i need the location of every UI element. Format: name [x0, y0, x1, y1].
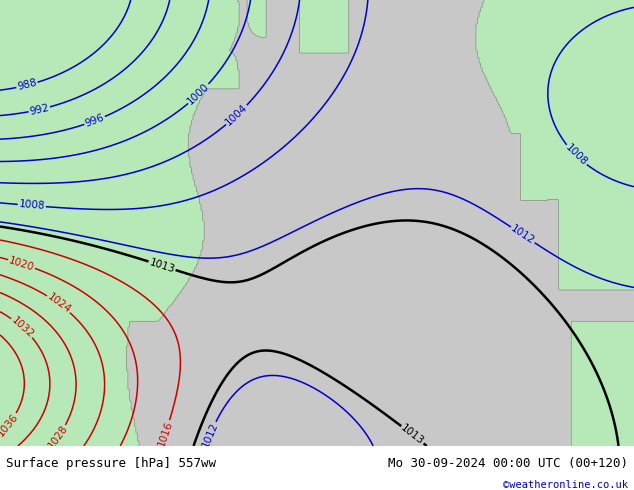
Text: 1000: 1000 [186, 81, 212, 107]
Text: 992: 992 [29, 102, 50, 117]
Text: 1036: 1036 [0, 411, 20, 438]
Text: ©weatheronline.co.uk: ©weatheronline.co.uk [503, 480, 628, 490]
Text: 1013: 1013 [148, 257, 176, 274]
Text: 1012: 1012 [200, 420, 220, 449]
Text: 1004: 1004 [224, 102, 250, 128]
Text: 1012: 1012 [509, 223, 536, 246]
Text: Surface pressure [hPa] 557ww: Surface pressure [hPa] 557ww [6, 457, 216, 469]
Text: 1024: 1024 [45, 292, 72, 316]
Text: 1013: 1013 [399, 423, 426, 447]
Text: 1020: 1020 [8, 255, 36, 272]
Text: Mo 30-09-2024 00:00 UTC (00+120): Mo 30-09-2024 00:00 UTC (00+120) [387, 457, 628, 469]
Text: 1028: 1028 [46, 423, 70, 451]
Text: 988: 988 [16, 78, 38, 93]
Text: 1032: 1032 [9, 315, 36, 340]
Text: 1016: 1016 [156, 419, 174, 448]
Text: 1008: 1008 [18, 199, 45, 212]
Text: 996: 996 [84, 113, 106, 129]
Text: 1008: 1008 [563, 143, 589, 168]
